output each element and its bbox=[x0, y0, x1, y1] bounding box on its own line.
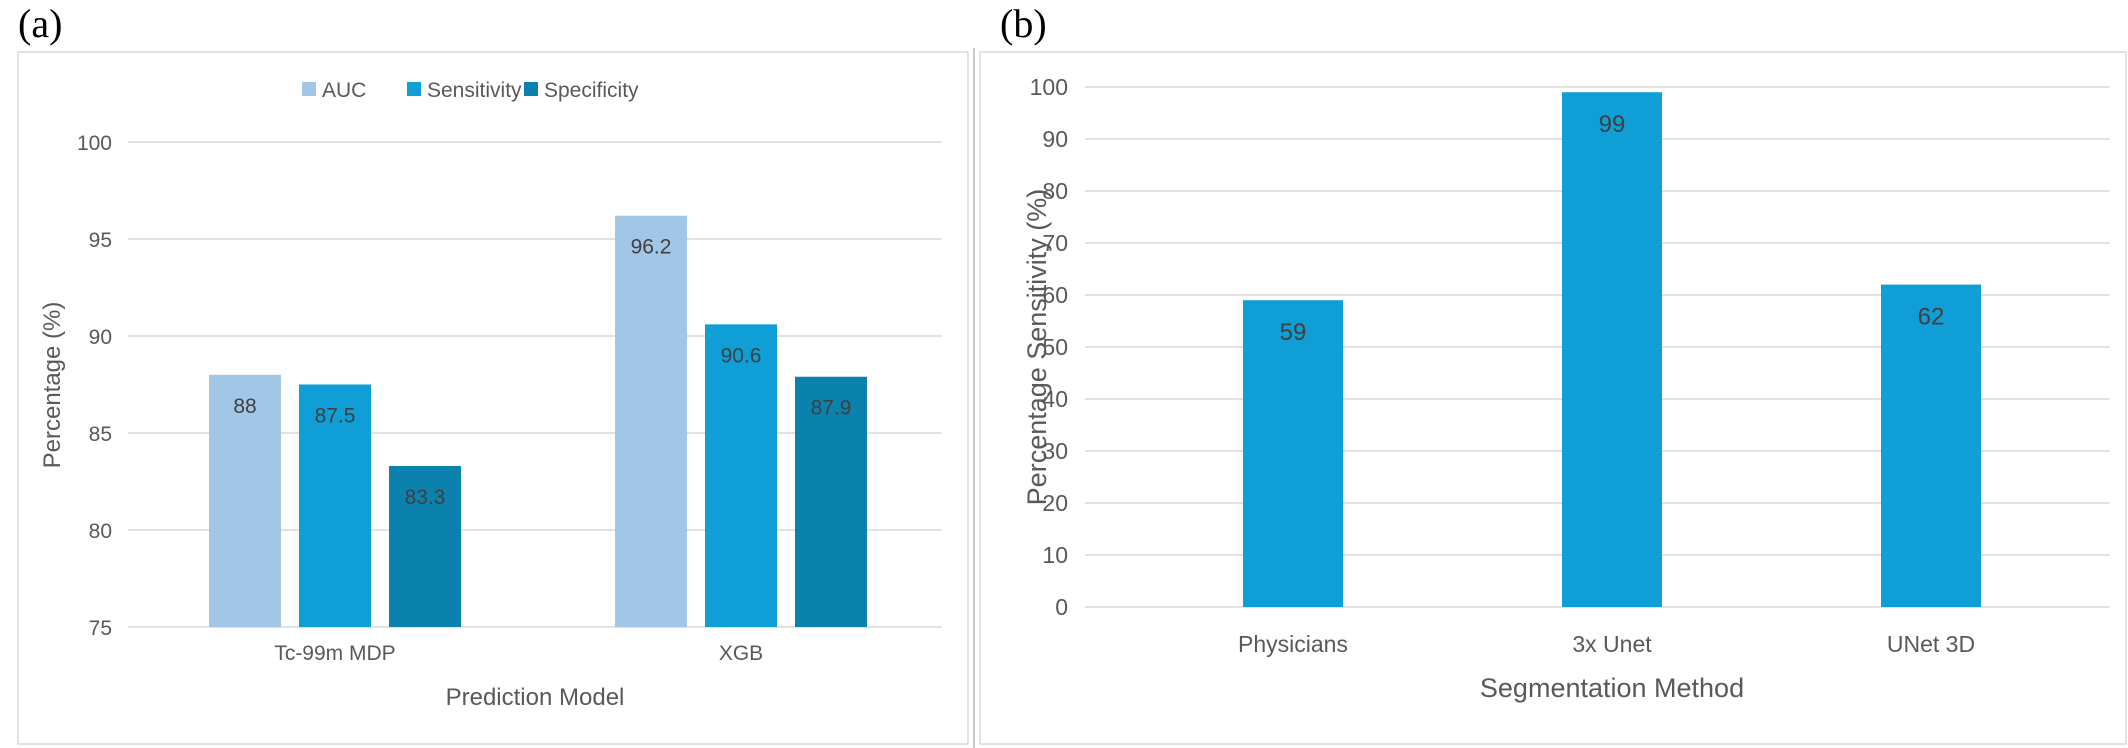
chart-a-x-tick: Tc-99m MDP bbox=[274, 642, 395, 665]
chart-a-data-label: 83.3 bbox=[405, 486, 446, 509]
chart-a-data-label: 87.9 bbox=[811, 397, 852, 420]
chart-a-y-tick: 90 bbox=[89, 326, 112, 349]
chart-b-x-tick: 3x Unet bbox=[1572, 631, 1652, 657]
chart-b-y-tick: 100 bbox=[1030, 74, 1068, 100]
chart-a-legend-auc: AUC bbox=[322, 79, 366, 102]
chart-a-y-axis-title: Percentage (%) bbox=[39, 302, 66, 469]
chart-b-data-label: 59 bbox=[1280, 319, 1307, 346]
chart-a-y-tick: 100 bbox=[77, 132, 112, 155]
chart-a-bar bbox=[389, 465, 461, 627]
chart-a-data-label: 88 bbox=[233, 395, 256, 418]
chart-b-y-tick: 10 bbox=[1042, 542, 1068, 568]
chart-a-bar bbox=[209, 374, 281, 627]
chart-b-x-axis-title: Segmentation Method bbox=[1480, 673, 1744, 703]
chart-a-y-tick: 85 bbox=[89, 423, 112, 446]
chart-a-legend-swatch-auc bbox=[302, 82, 316, 96]
chart-a-y-tick: 80 bbox=[89, 520, 112, 543]
chart-a-legend-sensitivity: Sensitivity bbox=[427, 79, 522, 102]
chart-b-y-tick: 60 bbox=[1042, 282, 1068, 308]
chart-b-bar bbox=[1881, 284, 1981, 607]
chart-b-y-tick: 0 bbox=[1055, 594, 1068, 620]
panel-label-b: (b) bbox=[1000, 1, 1047, 46]
chart-a-legend-specificity: Specificity bbox=[544, 79, 639, 102]
chart-b-y-tick: 90 bbox=[1042, 126, 1068, 152]
chart-b-y-tick: 50 bbox=[1042, 334, 1068, 360]
chart-a-x-tick: XGB bbox=[719, 642, 763, 665]
chart-b-y-axis-title: Percentage Sensitivity (%) bbox=[1022, 189, 1052, 506]
chart-b-y-tick: 20 bbox=[1042, 490, 1068, 516]
chart-a-data-label: 87.5 bbox=[315, 405, 356, 428]
chart-a-legend-swatch-specificity bbox=[524, 82, 538, 96]
chart-b-data-label: 99 bbox=[1599, 111, 1626, 138]
chart-a-legend-swatch-sensitivity bbox=[407, 82, 421, 96]
chart-b-x-tick: UNet 3D bbox=[1887, 631, 1975, 657]
chart-a-bar bbox=[705, 324, 777, 627]
chart-b-x-tick: Physicians bbox=[1238, 631, 1348, 657]
chart-a-bar bbox=[299, 384, 371, 627]
chart-a-y-tick: 75 bbox=[89, 617, 112, 640]
chart-b-bar bbox=[1562, 92, 1662, 607]
chart-a-bar bbox=[795, 376, 867, 627]
chart-b-y-tick: 80 bbox=[1042, 178, 1068, 204]
chart-a-data-label: 90.6 bbox=[721, 344, 762, 367]
chart-a-data-label: 96.2 bbox=[631, 236, 672, 259]
chart-b-y-tick: 40 bbox=[1042, 386, 1068, 412]
chart-b: 0 10 20 30 40 50 60 70 80 90 100 59 Physicians 99 3x U… bbox=[979, 51, 2127, 745]
chart-b-y-tick: 70 bbox=[1042, 230, 1068, 256]
panel-label-a: (a) bbox=[18, 1, 63, 46]
chart-a-y-tick: 95 bbox=[89, 229, 112, 252]
chart-a: 75 80 85 90 95 100 AUC Sensitivity Specificity 88… bbox=[17, 51, 969, 745]
chart-b-y-tick: 30 bbox=[1042, 438, 1068, 464]
chart-a-bar bbox=[615, 215, 687, 627]
chart-a-x-axis-title: Prediction Model bbox=[446, 684, 625, 711]
chart-b-bar bbox=[1243, 300, 1343, 607]
chart-b-data-label: 62 bbox=[1918, 304, 1945, 331]
